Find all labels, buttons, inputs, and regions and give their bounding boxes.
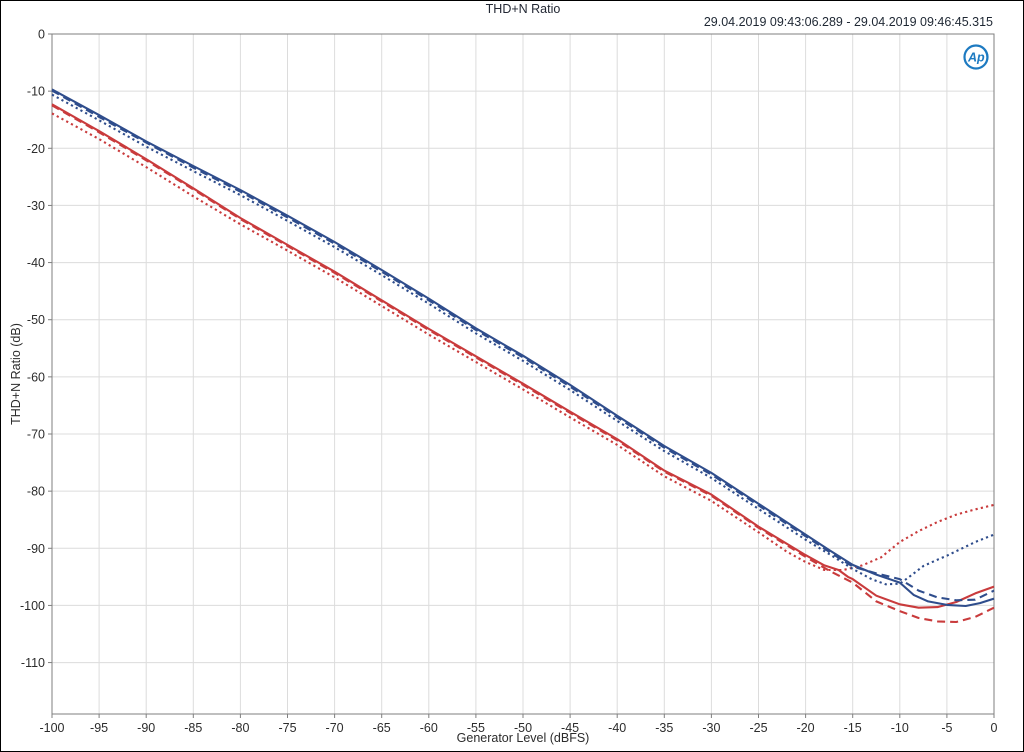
y-tick-label: -110 — [21, 656, 45, 670]
series-blue-dotted — [51, 93, 995, 586]
x-axis-title: Generator Level (dBFS) — [456, 731, 590, 745]
audio-precision-logo-icon: Ap — [963, 44, 989, 70]
x-tick-label: -75 — [278, 721, 296, 735]
y-tick-label: -30 — [27, 199, 45, 213]
x-tick-label: -50 — [514, 721, 532, 735]
y-axis-title: THD+N Ratio (dB) — [9, 323, 23, 425]
x-tick-label: -65 — [373, 721, 391, 735]
series-blue-solid — [51, 88, 995, 608]
series-red-solid — [51, 103, 995, 609]
x-tick-label: -80 — [231, 721, 249, 735]
x-tick-label: -100 — [39, 721, 64, 735]
x-tick-label: -10 — [891, 721, 909, 735]
x-tick-label: -35 — [655, 721, 673, 735]
y-tick-label: -40 — [27, 256, 45, 270]
x-tick-label: -40 — [608, 721, 626, 735]
y-tick-label: -20 — [27, 142, 45, 156]
series-red-dashed — [51, 104, 995, 624]
x-tick-label: -20 — [797, 721, 815, 735]
x-tick-label: -5 — [941, 721, 952, 735]
x-tick-label: 0 — [991, 721, 998, 735]
y-tick-label: -50 — [27, 313, 45, 327]
y-tick-label: 0 — [38, 28, 45, 42]
y-tick-label: -90 — [27, 542, 45, 556]
x-tick-label: -60 — [420, 721, 438, 735]
y-tick-label: -60 — [27, 370, 45, 384]
x-tick-label: -70 — [326, 721, 344, 735]
ap-logo-text: Ap — [967, 51, 985, 65]
measurement-timestamp: 29.04.2019 09:43:06.289 - 29.04.2019 09:… — [703, 15, 993, 29]
x-tick-label: -95 — [90, 721, 108, 735]
y-tick-label: -70 — [27, 428, 45, 442]
x-tick-label: -25 — [749, 721, 767, 735]
chart-title: THD+N Ratio — [485, 2, 561, 16]
x-tick-label: -15 — [844, 721, 862, 735]
x-tick-label: -90 — [137, 721, 155, 735]
x-tick-label: -45 — [561, 721, 579, 735]
series-blue-dashed — [51, 89, 995, 602]
y-tick-label: -80 — [27, 485, 45, 499]
x-tick-label: -30 — [702, 721, 720, 735]
y-tick-label: -100 — [20, 599, 45, 613]
x-tick-label: -85 — [184, 721, 202, 735]
x-tick-label: -55 — [467, 721, 485, 735]
y-tick-label: -10 — [27, 85, 45, 99]
